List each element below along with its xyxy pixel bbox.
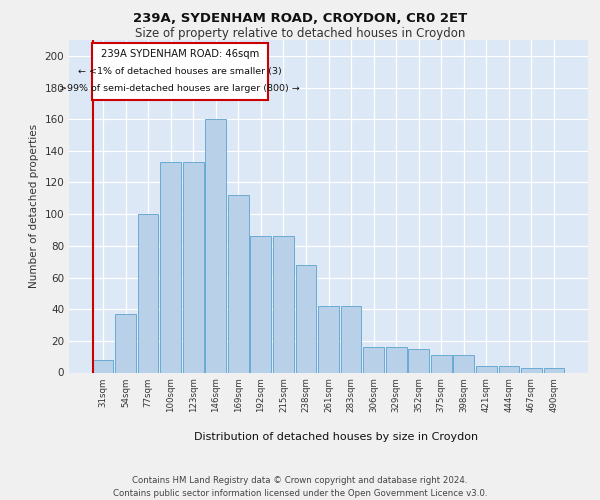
Bar [296,265,316,372]
Text: Distribution of detached houses by size in Croydon: Distribution of detached houses by size … [194,432,478,442]
Bar [205,119,226,372]
Bar [183,162,203,372]
Text: ← <1% of detached houses are smaller (3): ← <1% of detached houses are smaller (3) [78,67,281,76]
Bar [544,368,565,372]
Bar [160,162,181,372]
Bar [341,306,361,372]
Bar [499,366,520,372]
Bar [137,214,158,372]
Bar [318,306,339,372]
Bar [431,355,452,372]
Bar [386,347,407,372]
Bar [273,236,294,372]
Text: Contains HM Land Registry data © Crown copyright and database right 2024.
Contai: Contains HM Land Registry data © Crown c… [113,476,487,498]
Text: >99% of semi-detached houses are larger (800) →: >99% of semi-detached houses are larger … [59,84,300,94]
Bar [476,366,497,372]
Bar [409,349,429,372]
FancyBboxPatch shape [92,43,268,100]
Y-axis label: Number of detached properties: Number of detached properties [29,124,39,288]
Bar [250,236,271,372]
Text: Size of property relative to detached houses in Croydon: Size of property relative to detached ho… [135,28,465,40]
Bar [115,314,136,372]
Text: 239A SYDENHAM ROAD: 46sqm: 239A SYDENHAM ROAD: 46sqm [101,50,259,59]
Bar [363,347,384,372]
Bar [454,355,474,372]
Bar [228,195,248,372]
Text: 239A, SYDENHAM ROAD, CROYDON, CR0 2ET: 239A, SYDENHAM ROAD, CROYDON, CR0 2ET [133,12,467,26]
Bar [521,368,542,372]
Bar [92,360,113,372]
